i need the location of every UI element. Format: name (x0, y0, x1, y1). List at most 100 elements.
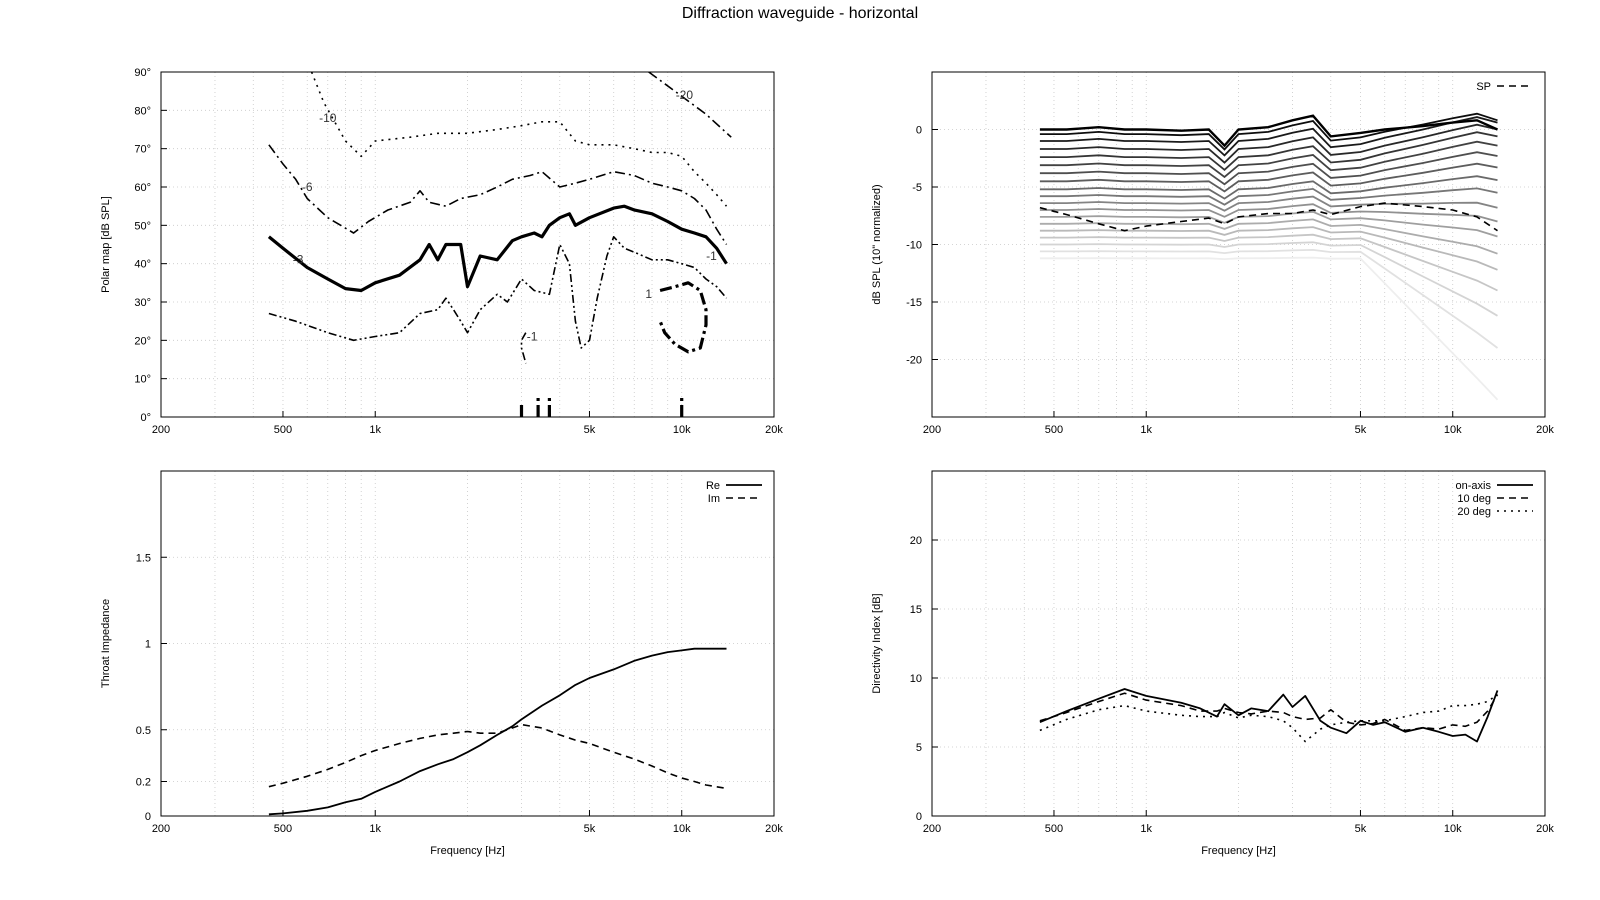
angle-curve (1039, 123, 1498, 164)
x-axis-label: Frequency [Hz] (1201, 845, 1276, 857)
y-tick-label: 0.5 (136, 725, 151, 737)
x-tick-label: 200 (923, 823, 941, 835)
figure-title: Diffraction waveguide - horizontal (681, 5, 919, 22)
chart-normalized: 200 500 1k 5k 10k 20k 0 -5 -10 -15 -20 dB SPL (10" … (871, 71, 1554, 436)
plot-area: -20 -10 -6 -3 -1 -1 1 (267, 72, 732, 417)
contour-line (268, 236, 728, 349)
contour-line (267, 204, 728, 293)
y-tick-label: 0° (140, 412, 151, 424)
plot-area (268, 647, 727, 816)
angle-curve (1039, 112, 1498, 151)
y-tick-label: 10 (910, 673, 922, 685)
legend-label: SP (1476, 81, 1491, 93)
x-tick-label: 1k (369, 424, 381, 436)
x-tick-label: 10k (1444, 823, 1462, 835)
y-tick-label: -15 (906, 297, 922, 309)
angle-curve (1039, 248, 1499, 349)
x-tick-label: 10k (1444, 424, 1462, 436)
x-tick-label: 500 (1045, 823, 1063, 835)
y-tick-label: 70° (134, 144, 151, 156)
contour-label: -20 (676, 88, 694, 102)
series-line (1039, 692, 1499, 732)
y-tick-label: 40° (134, 259, 151, 271)
y-tick-label: 0.2 (136, 777, 151, 789)
contour-label: -3 (293, 253, 304, 267)
contour-label: 1 (645, 287, 652, 301)
contour-line (648, 72, 732, 138)
y-tick-label: 30° (134, 297, 151, 309)
x-tick-label: 5k (584, 823, 596, 835)
angle-curve (1039, 203, 1498, 223)
chart-directivity: 200 500 1k 5k 10k 20k 0 5 10 15 20 Directivity Inde… (871, 470, 1554, 857)
x-tick-label: 1k (1140, 424, 1152, 436)
y-tick-label: 15 (910, 604, 922, 616)
y-tick-label: -20 (906, 355, 922, 367)
angle-curve (1039, 233, 1498, 292)
contour-label: -10 (319, 111, 337, 125)
angle-curve (1039, 218, 1498, 255)
contour-label: -1 (706, 249, 717, 263)
angle-curve (1039, 140, 1498, 179)
x-tick-label: 10k (673, 424, 691, 436)
series-line (1039, 202, 1498, 232)
x-tick-label: 1k (369, 823, 381, 835)
x-tick-label: 20k (765, 823, 783, 835)
legend-label: on-axis (1456, 480, 1492, 492)
y-tick-label: 0 (916, 811, 922, 823)
x-axis-label: Frequency [Hz] (430, 845, 505, 857)
x-tick-label: 200 (152, 424, 170, 436)
y-tick-label: 20 (910, 535, 922, 547)
chart-impedance: 200 500 1k 5k 10k 20k 0 0.2 0.5 1 1.5 Throat Impeda… (100, 470, 783, 857)
angle-curve (1039, 114, 1498, 148)
legend-label: 20 deg (1457, 506, 1491, 518)
y-tick-label: 90° (134, 67, 151, 79)
angle-curve (1039, 175, 1498, 200)
x-tick-label: 5k (1355, 424, 1367, 436)
x-tick-label: 20k (765, 424, 783, 436)
contour-label: -6 (302, 180, 313, 194)
x-tick-label: 500 (274, 424, 292, 436)
x-tick-label: 20k (1536, 424, 1554, 436)
x-tick-label: 10k (673, 823, 691, 835)
x-tick-label: 500 (274, 823, 292, 835)
angle-curve (1039, 162, 1498, 193)
angle-curve (1039, 116, 1498, 157)
plot-frame (931, 470, 1546, 817)
contour-line (268, 144, 728, 245)
series-line (268, 647, 727, 816)
angle-curve (1039, 256, 1499, 401)
series-line (268, 723, 727, 790)
angle-curve (1039, 210, 1498, 238)
y-tick-label: 1 (145, 639, 151, 651)
series-line (1039, 693, 1498, 743)
contour-label: -1 (527, 329, 538, 343)
y-axis-label: Directivity Index [dB] (871, 593, 883, 693)
plot-frame (160, 71, 775, 418)
angle-curve (1039, 151, 1498, 186)
legend-label: Re (706, 480, 720, 492)
x-tick-label: 500 (1045, 424, 1063, 436)
plot-area (1039, 112, 1499, 401)
y-tick-label: 0 (145, 811, 151, 823)
y-tick-label: -10 (906, 240, 922, 252)
angle-curve (1039, 131, 1498, 171)
y-axis-label: dB SPL (10" normalized) (871, 184, 883, 304)
y-tick-label: 20° (134, 335, 151, 347)
y-tick-label: -5 (912, 182, 922, 194)
legend-label: Im (708, 493, 720, 505)
angle-curve (1039, 195, 1498, 212)
x-tick-label: 200 (923, 424, 941, 436)
legend-label: 10 deg (1457, 493, 1491, 505)
contour-line (520, 332, 527, 364)
y-tick-label: 10° (134, 374, 151, 386)
x-tick-label: 1k (1140, 823, 1152, 835)
y-tick-label: 60° (134, 182, 151, 194)
y-tick-label: 5 (916, 742, 922, 754)
y-tick-label: 1.5 (136, 552, 151, 564)
contour-line (658, 281, 708, 354)
plot-area (1039, 688, 1499, 743)
y-tick-label: 80° (134, 105, 151, 117)
x-tick-label: 5k (1355, 823, 1367, 835)
x-tick-label: 200 (152, 823, 170, 835)
